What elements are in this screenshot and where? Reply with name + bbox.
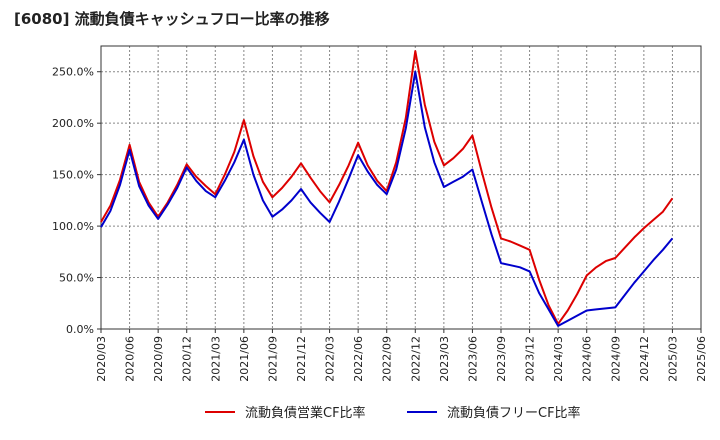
x-tick-label: 2025/06 xyxy=(695,336,708,382)
y-tick-label: 250.0% xyxy=(52,66,94,79)
x-tick-label: 2023/03 xyxy=(438,336,451,382)
x-tick-label: 2021/06 xyxy=(238,336,251,382)
series-line-2 xyxy=(100,70,674,327)
x-tick-label: 2023/09 xyxy=(495,336,508,382)
y-tick-label: 50.0% xyxy=(59,272,94,285)
x-tick-label: 2021/12 xyxy=(295,336,308,382)
x-tick-label: 2024/06 xyxy=(581,336,594,382)
x-tick-label: 2024/12 xyxy=(638,336,651,382)
x-tick-label: 2022/06 xyxy=(352,336,365,382)
x-tick-label: 2022/09 xyxy=(381,336,394,382)
x-tick-label: 2020/03 xyxy=(95,336,108,382)
x-tick-label: 2025/03 xyxy=(666,336,679,382)
chart-title: [6080] 流動負債キャッシュフロー比率の推移 xyxy=(14,10,330,28)
y-tick-label: 100.0% xyxy=(52,220,94,233)
x-tick-label: 2023/06 xyxy=(466,336,479,382)
x-tick-label: 2022/03 xyxy=(324,336,337,382)
x-tick-label: 2023/12 xyxy=(524,336,537,382)
series-line-1 xyxy=(100,50,674,325)
x-tick-label: 2020/09 xyxy=(152,336,165,382)
plot-border xyxy=(100,45,702,330)
x-tick-label: 2024/03 xyxy=(552,336,565,382)
x-tick-label: 2020/06 xyxy=(124,336,137,382)
y-tick-label: 200.0% xyxy=(52,117,94,130)
plot-area xyxy=(101,46,701,329)
x-tick-label: 2024/09 xyxy=(609,336,622,382)
y-tick-label: 150.0% xyxy=(52,169,94,182)
y-tick-label: 0.0% xyxy=(66,323,94,336)
x-tick-label: 2020/12 xyxy=(181,336,194,382)
x-tick-label: 2022/12 xyxy=(409,336,422,382)
legend-label-2: 流動負債フリーCF比率 xyxy=(447,405,581,421)
x-tick-label: 2021/03 xyxy=(209,336,222,382)
x-tick-label: 2021/09 xyxy=(266,336,279,382)
legend-label-1: 流動負債営業CF比率 xyxy=(245,405,366,421)
